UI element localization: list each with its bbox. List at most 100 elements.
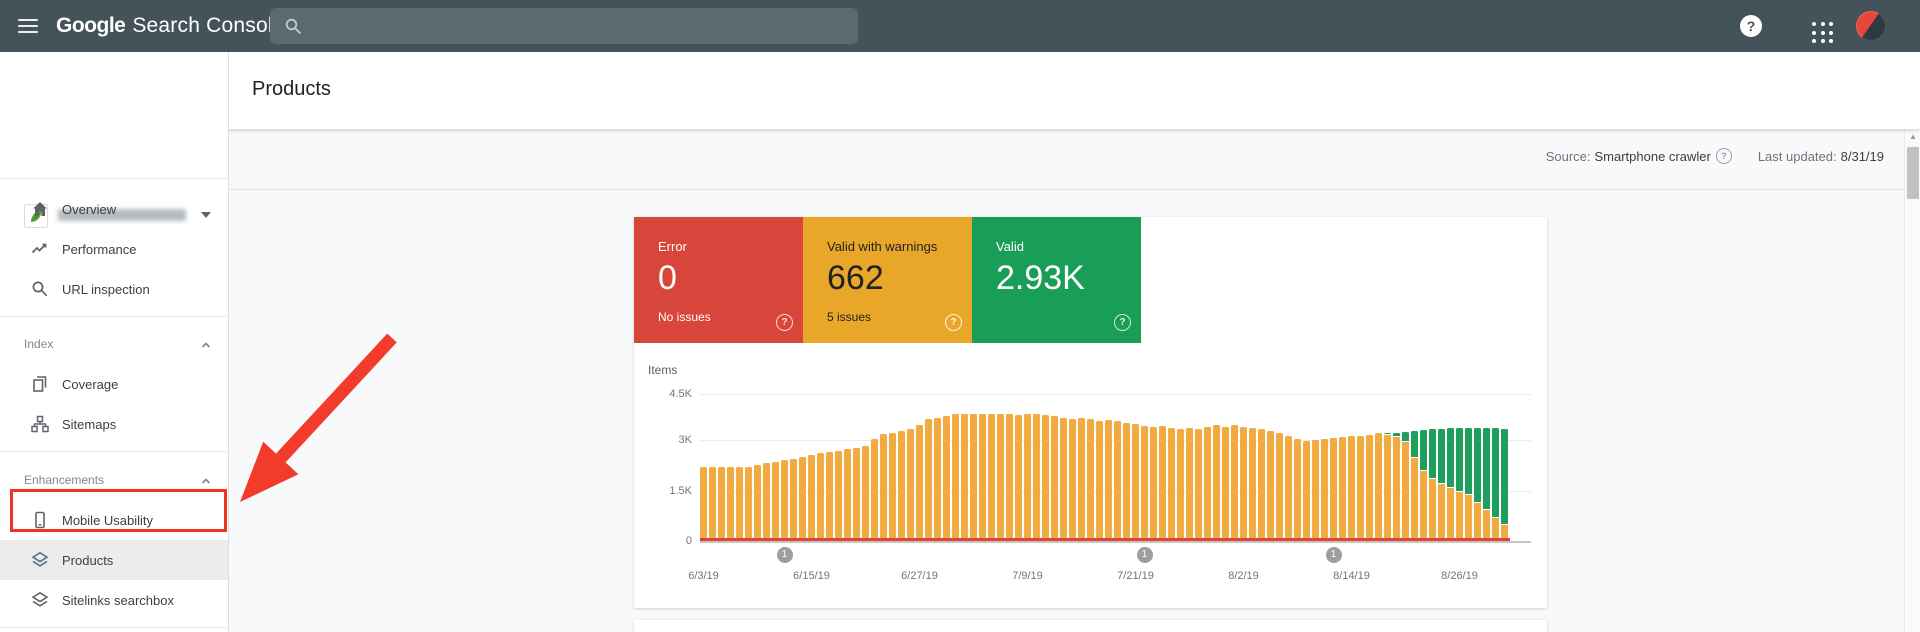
- sidebar-item-mobile-usability[interactable]: Mobile Usability: [0, 500, 228, 540]
- chart-bar[interactable]: [1105, 420, 1112, 541]
- chart-bar[interactable]: [1384, 433, 1391, 541]
- chart-bar[interactable]: [799, 457, 806, 541]
- sidebar-item-overview[interactable]: Overview: [0, 189, 228, 229]
- chart-bar[interactable]: [1141, 426, 1148, 541]
- chart-bar[interactable]: [1060, 418, 1067, 541]
- chart-bar[interactable]: [916, 425, 923, 541]
- chart-bar[interactable]: [1339, 437, 1346, 541]
- chart-bar[interactable]: [790, 459, 797, 541]
- chart-bar[interactable]: [1447, 428, 1454, 541]
- apps-grid-icon[interactable]: [1812, 22, 1834, 44]
- annotation-marker[interactable]: 1: [776, 547, 793, 563]
- chart-bar[interactable]: [772, 462, 779, 541]
- status-card-error[interactable]: Error 0 No issues ?: [634, 217, 803, 343]
- chart-bar[interactable]: [970, 414, 977, 541]
- sidebar-section-index[interactable]: Index: [24, 337, 54, 351]
- sidebar-item-sitelinks-searchbox[interactable]: Sitelinks searchbox: [0, 580, 228, 620]
- chart-bar[interactable]: [1069, 419, 1076, 541]
- chart-bar[interactable]: [718, 467, 725, 541]
- sidebar-item-url-inspection[interactable]: URL inspection: [0, 269, 228, 309]
- chart-bar[interactable]: [1474, 428, 1481, 541]
- chart-bar[interactable]: [1096, 421, 1103, 541]
- chart-bar[interactable]: [1465, 428, 1472, 541]
- chart-bar[interactable]: [1195, 429, 1202, 541]
- chart-bar[interactable]: [1240, 427, 1247, 541]
- chart-bar[interactable]: [1267, 431, 1274, 541]
- chart-bar[interactable]: [961, 414, 968, 541]
- chart-bar[interactable]: [1456, 428, 1463, 541]
- search-input[interactable]: [270, 8, 858, 44]
- chart-bar[interactable]: [1051, 416, 1058, 541]
- chart-bar[interactable]: [1186, 428, 1193, 541]
- sidebar-section-enhancements[interactable]: Enhancements: [24, 473, 105, 487]
- chart-bar[interactable]: [1303, 441, 1310, 541]
- chart-bar[interactable]: [1375, 433, 1382, 541]
- chart-bar[interactable]: [1204, 427, 1211, 541]
- avatar[interactable]: [1856, 11, 1886, 41]
- chart-bar[interactable]: [934, 418, 941, 541]
- chart-bar[interactable]: [763, 463, 770, 541]
- chart-bar[interactable]: [700, 467, 707, 541]
- chevron-up-icon[interactable]: [198, 473, 214, 489]
- chart-bar[interactable]: [871, 439, 878, 541]
- chart-bar[interactable]: [1249, 428, 1256, 541]
- chart-bar[interactable]: [979, 414, 986, 541]
- chart-bar[interactable]: [1357, 436, 1364, 541]
- chart-bar[interactable]: [727, 467, 734, 541]
- chart-bar[interactable]: [1078, 418, 1085, 541]
- card-help-icon[interactable]: ?: [776, 314, 793, 331]
- scrollbar-track[interactable]: ▲: [1904, 129, 1920, 632]
- chart-bar[interactable]: [1348, 436, 1355, 541]
- chart-bar[interactable]: [1015, 415, 1022, 541]
- chart-bar[interactable]: [1429, 429, 1436, 541]
- chart-bar[interactable]: [1213, 425, 1220, 541]
- chart-bar[interactable]: [781, 460, 788, 541]
- chart-bar[interactable]: [1042, 415, 1049, 541]
- chart-bar[interactable]: [1114, 421, 1121, 541]
- sidebar-item-coverage[interactable]: Coverage: [0, 364, 228, 404]
- sidebar-item-sitemaps[interactable]: Sitemaps: [0, 404, 228, 444]
- chart-bar[interactable]: [1087, 419, 1094, 541]
- chart-bar[interactable]: [1402, 432, 1409, 541]
- chart-bar[interactable]: [835, 451, 842, 541]
- source-help-icon[interactable]: ?: [1715, 148, 1732, 164]
- chart-bar[interactable]: [1159, 426, 1166, 541]
- chart-bar[interactable]: [826, 452, 833, 541]
- chart-bar[interactable]: [1150, 427, 1157, 541]
- chart-bar[interactable]: [808, 455, 815, 541]
- chart-bar[interactable]: [1177, 429, 1184, 541]
- scrollbar-up-icon[interactable]: ▲: [1909, 132, 1917, 141]
- card-help-icon[interactable]: ?: [945, 314, 962, 331]
- chart-bar[interactable]: [1411, 431, 1418, 541]
- help-icon[interactable]: ?: [1740, 15, 1762, 37]
- chart-bar[interactable]: [1438, 429, 1445, 541]
- chart-bar[interactable]: [943, 416, 950, 541]
- chart-bar[interactable]: [1033, 414, 1040, 541]
- sidebar-item-products[interactable]: Products: [0, 540, 228, 580]
- chart-bar[interactable]: [1276, 433, 1283, 541]
- annotation-marker[interactable]: 1: [1325, 547, 1342, 563]
- property-selector[interactable]: [0, 120, 228, 228]
- chart-bar[interactable]: [745, 467, 752, 541]
- chart-bar[interactable]: [844, 449, 851, 541]
- chart-bar[interactable]: [1231, 425, 1238, 541]
- chart-bar[interactable]: [817, 453, 824, 541]
- chart-bar[interactable]: [952, 414, 959, 541]
- chart-bar[interactable]: [1285, 436, 1292, 541]
- chart-bar[interactable]: [1492, 428, 1499, 541]
- chart-bar[interactable]: [898, 431, 905, 541]
- chart-bar[interactable]: [1024, 414, 1031, 541]
- chart-bar[interactable]: [1258, 429, 1265, 541]
- chart-bar[interactable]: [1393, 433, 1400, 541]
- chart-bar[interactable]: [1294, 439, 1301, 541]
- chart-bar[interactable]: [889, 433, 896, 541]
- scrollbar-thumb[interactable]: [1907, 147, 1919, 199]
- status-card-valid[interactable]: Valid 2.93K ?: [972, 217, 1141, 343]
- chart-bar[interactable]: [709, 467, 716, 541]
- chart-bar[interactable]: [925, 419, 932, 541]
- chart-bar[interactable]: [880, 434, 887, 541]
- status-card-valid-with-warnings[interactable]: Valid with warnings 662 5 issues ?: [803, 217, 972, 343]
- chart-bar[interactable]: [754, 465, 761, 541]
- chart-bar[interactable]: [736, 467, 743, 541]
- chart-bar[interactable]: [1168, 428, 1175, 541]
